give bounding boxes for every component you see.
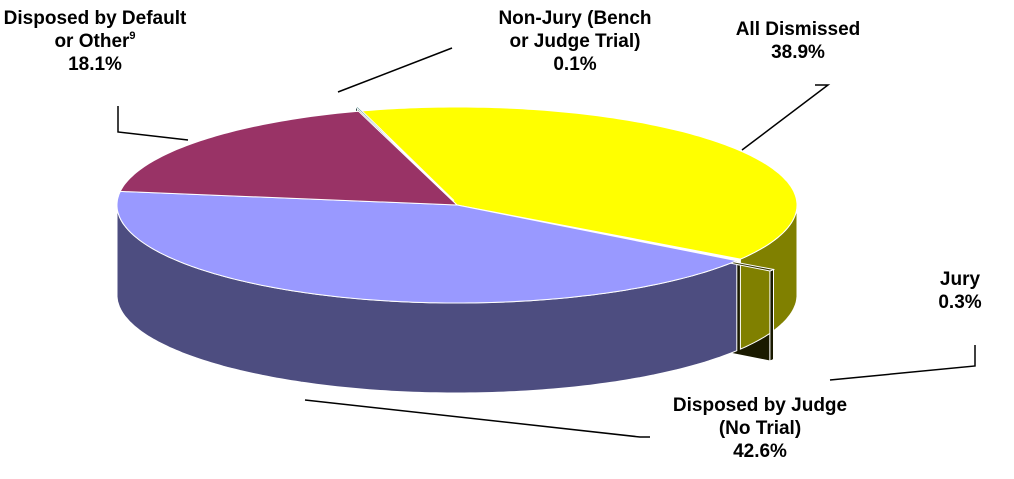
slice-label: Jury 0.3% <box>920 268 1000 314</box>
category-label: Disposed by Judge (No Trial) <box>668 394 853 440</box>
category-name: Jury <box>939 269 981 290</box>
footnote-marker: 9 <box>129 30 136 42</box>
category-label: Disposed by Default or Other9 <box>0 7 195 53</box>
leader-line <box>117 106 189 141</box>
value-label: 42.6% <box>733 441 787 462</box>
leader-line <box>304 399 650 438</box>
slice <box>116 190 739 304</box>
category-name: Non-Jury (Bench or Judge Trial) <box>498 8 652 52</box>
category-name: Disposed by Default or Other <box>3 8 187 52</box>
category-name: Disposed by Judge (No Trial) <box>672 395 848 439</box>
leader-line <box>829 345 976 381</box>
slice-label: Disposed by Default or Other9 18.1% <box>0 7 195 76</box>
slice <box>354 106 455 201</box>
value-label: 0.1% <box>553 54 597 75</box>
category-label: All Dismissed <box>698 18 898 41</box>
slice <box>119 110 459 206</box>
slice-label: Non-Jury (Bench or Judge Trial) 0.1% <box>488 7 663 76</box>
value-label: 38.9% <box>771 42 825 63</box>
slice-label: All Dismissed 38.9% <box>698 18 898 64</box>
category-name: All Dismissed <box>735 19 861 40</box>
value-label: 18.1% <box>68 54 122 75</box>
value-label: 0.3% <box>938 292 982 313</box>
category-label: Jury <box>920 268 1000 291</box>
slice-wall <box>769 268 774 362</box>
leader-line <box>741 84 831 151</box>
leader-line <box>337 47 453 93</box>
slice-label: Disposed by Judge (No Trial) 42.6% <box>668 394 853 463</box>
slice <box>359 106 798 260</box>
category-label: Non-Jury (Bench or Judge Trial) <box>488 7 663 53</box>
